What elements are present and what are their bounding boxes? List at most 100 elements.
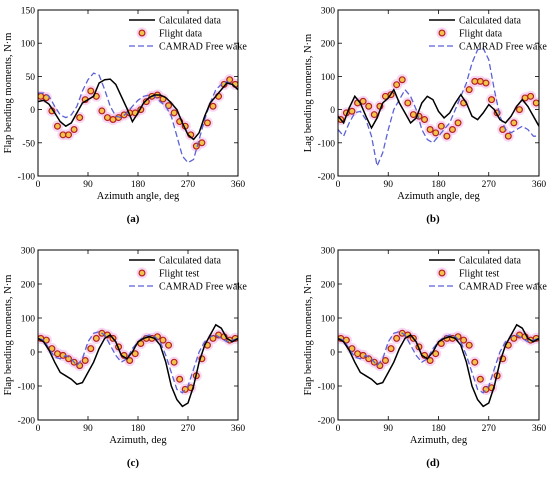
flight-data-point	[354, 350, 362, 358]
x-tick-label: 270	[181, 180, 196, 190]
y-tick-label: -100	[18, 173, 36, 183]
panel-label: (a)	[127, 213, 140, 225]
legend-label-camrad: CAMRAD Free wake	[159, 282, 247, 293]
flight-data-point	[53, 122, 61, 130]
plot-frame	[37, 249, 239, 421]
flight-data-point	[87, 345, 95, 353]
flight-data-point	[510, 119, 518, 127]
flight-data-point	[432, 129, 440, 137]
panel-label: (c)	[127, 457, 140, 469]
calculated-data-line	[338, 323, 539, 408]
flight-data-point	[203, 119, 211, 127]
y-tick-label: 0	[330, 349, 335, 359]
x-tick-label: 0	[36, 180, 41, 190]
y-tick-label: 100	[21, 315, 36, 325]
calculated-data-line	[38, 323, 238, 408]
flight-data-point	[109, 116, 117, 124]
plot-area	[338, 47, 539, 169]
legend-label-camrad: CAMRAD Free wake	[459, 282, 547, 293]
flight-data-point	[443, 132, 451, 140]
x-tick-label: 90	[83, 424, 93, 434]
y-tick-label: -100	[18, 383, 36, 393]
flight-data-point	[165, 341, 173, 349]
flight-data-point	[527, 92, 535, 100]
flight-data-point	[426, 126, 434, 134]
camrad-free-wake-line	[38, 330, 238, 394]
y-tick-label: -100	[318, 383, 336, 393]
y-tick-label: -200	[318, 417, 336, 427]
y-tick-label: 0	[330, 106, 335, 116]
legend-label-calculated: Calculated data	[159, 256, 221, 267]
x-tick-label: 180	[431, 180, 446, 190]
flight-data-point	[370, 111, 378, 119]
y-axis-label: Lag bending moments, N·m	[303, 34, 314, 152]
flight-data-point	[476, 77, 484, 85]
flight-data-point	[348, 107, 356, 115]
x-tick-label: 180	[131, 424, 146, 434]
y-tick-label: 0	[30, 349, 35, 359]
x-tick-label: 0	[336, 180, 341, 190]
x-axis-label: Azimuth angle, deg	[397, 191, 480, 202]
flight-data-point	[170, 109, 178, 117]
flight-data-point	[465, 341, 473, 349]
x-tick-label: 360	[532, 424, 547, 434]
y-tick-label: 100	[321, 73, 336, 83]
flight-data-point	[515, 106, 523, 114]
flight-data-point	[532, 99, 539, 107]
chart-panel-0: 0 90 180 270 360 -100 -50 0 50 100 150 Azimuth angl…	[3, 7, 247, 226]
camrad-free-wake-line	[338, 47, 539, 169]
plot-area	[38, 72, 238, 164]
y-tick-label: 200	[321, 40, 336, 50]
x-tick-label: 270	[482, 180, 497, 190]
flight-data-point	[421, 116, 429, 124]
flight-data-point	[209, 102, 217, 110]
x-axis-label: Azimuth angle, deg	[97, 191, 180, 202]
chart-panel-2: 0 90 180 270 360 -200 -100 0 100 200 300 Azimuth, d…	[3, 247, 247, 470]
flight-data-point	[404, 99, 412, 107]
y-tick-label: 300	[21, 247, 36, 257]
x-tick-label: 270	[482, 424, 497, 434]
legend-label-camrad: CAMRAD Free wake	[159, 42, 247, 53]
legend-marker-flight	[138, 29, 146, 37]
flight-data-point	[398, 76, 406, 84]
flight-data-point	[170, 358, 178, 366]
flight-data-point	[53, 350, 61, 358]
y-axis-label: Flap bending moments, N·m	[3, 33, 14, 154]
plot-frame	[337, 9, 540, 177]
legend-marker-flight	[138, 269, 146, 277]
flight-data-point	[365, 102, 373, 110]
chart-panel-3: 0 90 180 270 360 -200 -100 0 100 200 300 Azimuth, d…	[303, 247, 547, 470]
x-tick-label: 180	[131, 180, 146, 190]
x-tick-label: 90	[384, 180, 394, 190]
flight-data-point	[437, 122, 445, 130]
flight-data-point	[426, 357, 434, 365]
flight-data-point	[38, 92, 45, 100]
flight-data-point	[98, 107, 106, 115]
calculated-data-line	[338, 88, 539, 130]
y-tick-label: 300	[321, 7, 336, 17]
flight-data-point	[359, 97, 367, 105]
legend-label-calculated: Calculated data	[459, 16, 521, 27]
legend-label-flight: Flight data	[159, 29, 203, 40]
calculated-data-line	[38, 78, 238, 141]
flight-data-point	[159, 336, 167, 344]
panel-label: (d)	[426, 457, 440, 469]
x-tick-label: 0	[36, 424, 41, 434]
y-tick-label: 200	[321, 281, 336, 291]
chart-panel-1: 0 90 180 270 360 -200 -100 0 100 200 300 Azimuth an…	[303, 7, 547, 226]
flight-data-point	[393, 81, 401, 89]
flight-data-point	[176, 375, 184, 383]
flight-data-point	[482, 79, 490, 87]
flight-data-point	[81, 357, 89, 365]
plot-area	[338, 323, 539, 408]
flight-data-point	[126, 357, 134, 365]
flight-data-point	[76, 114, 84, 122]
flight-data-point	[165, 102, 173, 110]
flight-data-point	[504, 132, 512, 140]
flight-data-point	[476, 375, 484, 383]
y-axis-label: Flap bending moments, N·m	[303, 275, 314, 396]
flight-data-point	[87, 87, 95, 95]
legend-label-flight: Flight test	[159, 269, 200, 280]
flight-data-point	[103, 114, 111, 122]
y-tick-label: -50	[22, 139, 35, 149]
